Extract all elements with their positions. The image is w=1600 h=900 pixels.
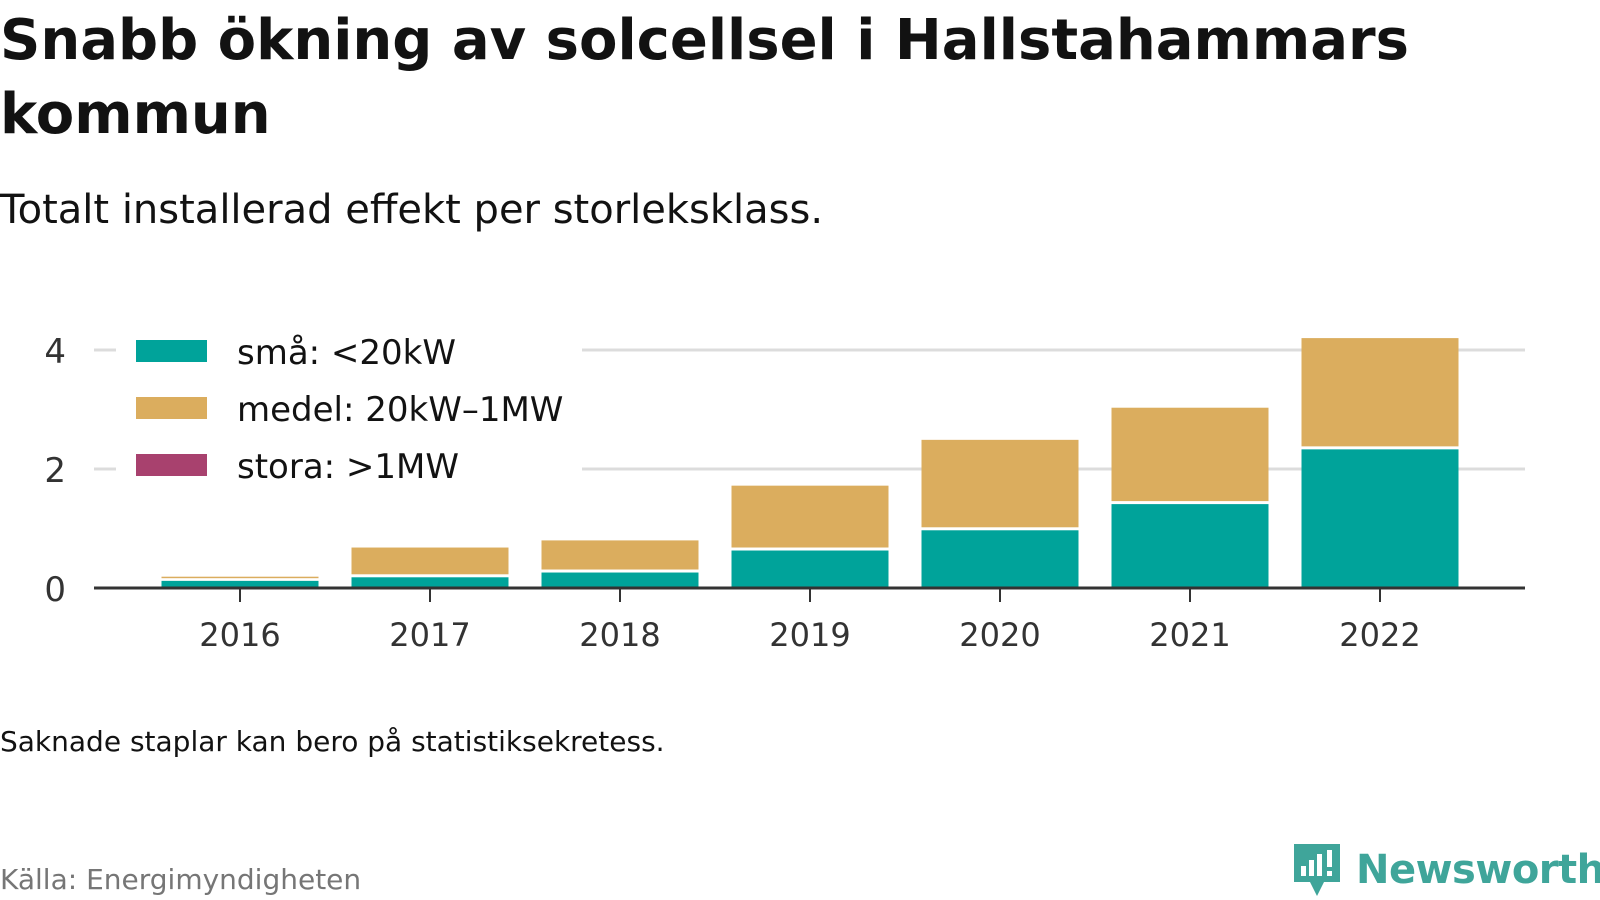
legend-label: medel: 20kW–1MW [237,390,563,430]
chart-title: Snabb ökning av solcellsel i Hallstahamm… [0,8,1409,147]
chart-subtitle: Totalt installerad effekt per storlekskl… [0,187,824,233]
brand-logo: Newsworthy [1292,842,1600,898]
x-tick-label: 2022 [1339,616,1420,654]
x-tick-label: 2017 [389,616,470,654]
bar-2022-series-1 [1301,338,1459,447]
legend-label: små: <20kW [237,333,456,373]
bar-2018-series-1 [541,540,699,570]
bar-2020-series-0 [921,530,1079,588]
legend-label: stora: >1MW [237,447,459,487]
bar-2017-series-0 [351,577,509,588]
legend: små: <20kW medel: 20kW–1MW stora: >1MW [116,316,582,496]
x-tick-label: 2016 [199,616,280,654]
x-tick-label: 2020 [959,616,1040,654]
axes: 0 2 4 2016 2017 2018 2019 2020 2021 2022 [44,332,1525,654]
bar-2016-series-0 [161,580,319,588]
bar-2018-series-0 [541,572,699,588]
bar-2016-series-1 [161,576,319,579]
legend-swatch [136,454,207,476]
bar-2020-series-1 [921,439,1079,528]
stacked-bar-chart: 0 2 4 2016 2017 2018 2019 2020 2021 2022 små: <20… [44,316,1525,654]
legend-swatch [136,397,207,419]
y-tick-label: 4 [44,332,66,372]
bar-2019-series-1 [731,485,889,548]
bar-2021-series-1 [1111,407,1269,502]
source-label: Källa: Energimyndigheten [0,863,362,896]
bar-2021-series-0 [1111,504,1269,588]
bar-chart-speech-bubble-icon [1294,844,1340,896]
x-tick-label: 2021 [1149,616,1230,654]
bar-2022-series-0 [1301,449,1459,588]
footnote: Saknade staplar kan bero på statistiksek… [0,725,665,758]
x-tick-label: 2018 [579,616,660,654]
bar-2019-series-0 [731,550,889,588]
x-tick-label: 2019 [769,616,850,654]
brand-name: Newsworthy [1356,847,1600,893]
bars [161,338,1459,588]
y-tick-label: 2 [44,451,66,491]
y-tick-label: 0 [44,570,66,610]
bar-2017-series-1 [351,547,509,575]
legend-swatch [136,340,207,362]
